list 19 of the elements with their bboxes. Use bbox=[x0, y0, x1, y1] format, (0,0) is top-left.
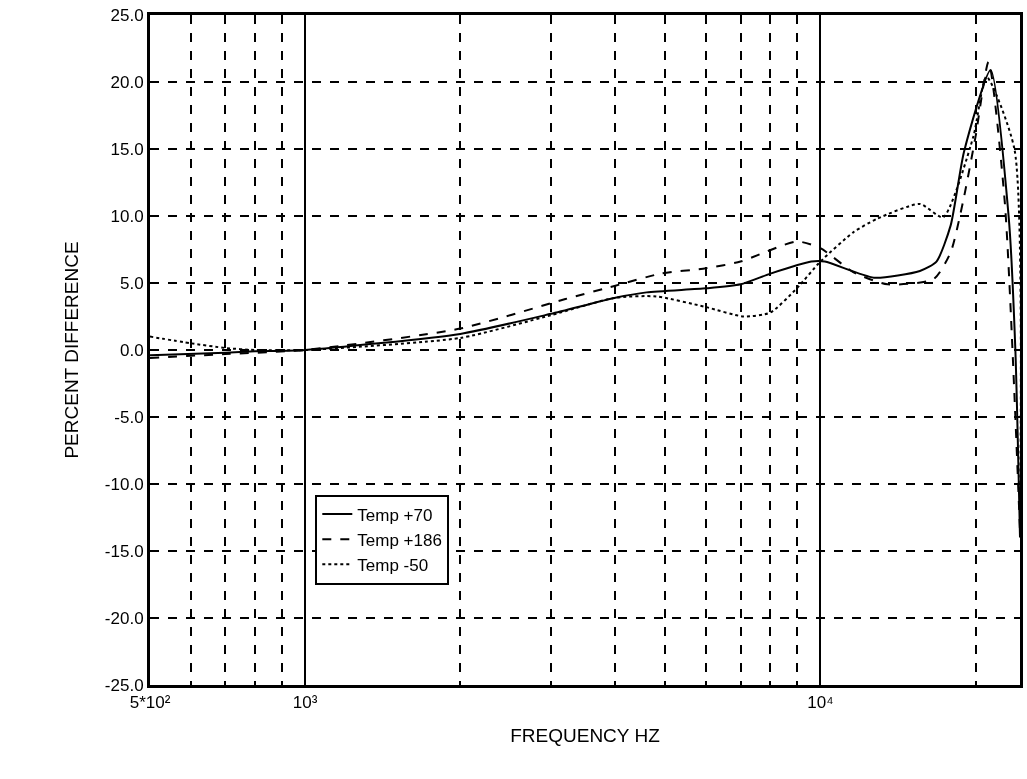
y-tick-label: 20.0 bbox=[110, 72, 144, 92]
x-tick-label: 10⁴ bbox=[807, 693, 834, 713]
y-tick-label: 25.0 bbox=[110, 5, 144, 25]
x-tick-label: 5*10² bbox=[129, 693, 171, 713]
y-tick-label: 15.0 bbox=[110, 139, 144, 159]
y-tick-label: -5.0 bbox=[114, 407, 144, 427]
x-axis-title: FREQUENCY HZ bbox=[510, 725, 661, 747]
y-tick-label: -20.0 bbox=[104, 608, 144, 628]
legend-label: Temp +186 bbox=[357, 530, 442, 550]
y-tick-label: 10.0 bbox=[110, 206, 144, 226]
y-axis-title: PERCENT DIFFERENCE bbox=[60, 241, 82, 459]
y-tick-label: 0.0 bbox=[119, 340, 144, 360]
legend-label: Temp +70 bbox=[357, 505, 433, 525]
legend-label: Temp -50 bbox=[357, 555, 429, 575]
y-tick-label: -15.0 bbox=[104, 541, 144, 561]
y-tick-label: 5.0 bbox=[119, 273, 144, 293]
x-tick-label: 10³ bbox=[292, 693, 318, 713]
y-tick-label: -10.0 bbox=[104, 474, 144, 494]
y-tick-label: -25.0 bbox=[104, 675, 144, 695]
